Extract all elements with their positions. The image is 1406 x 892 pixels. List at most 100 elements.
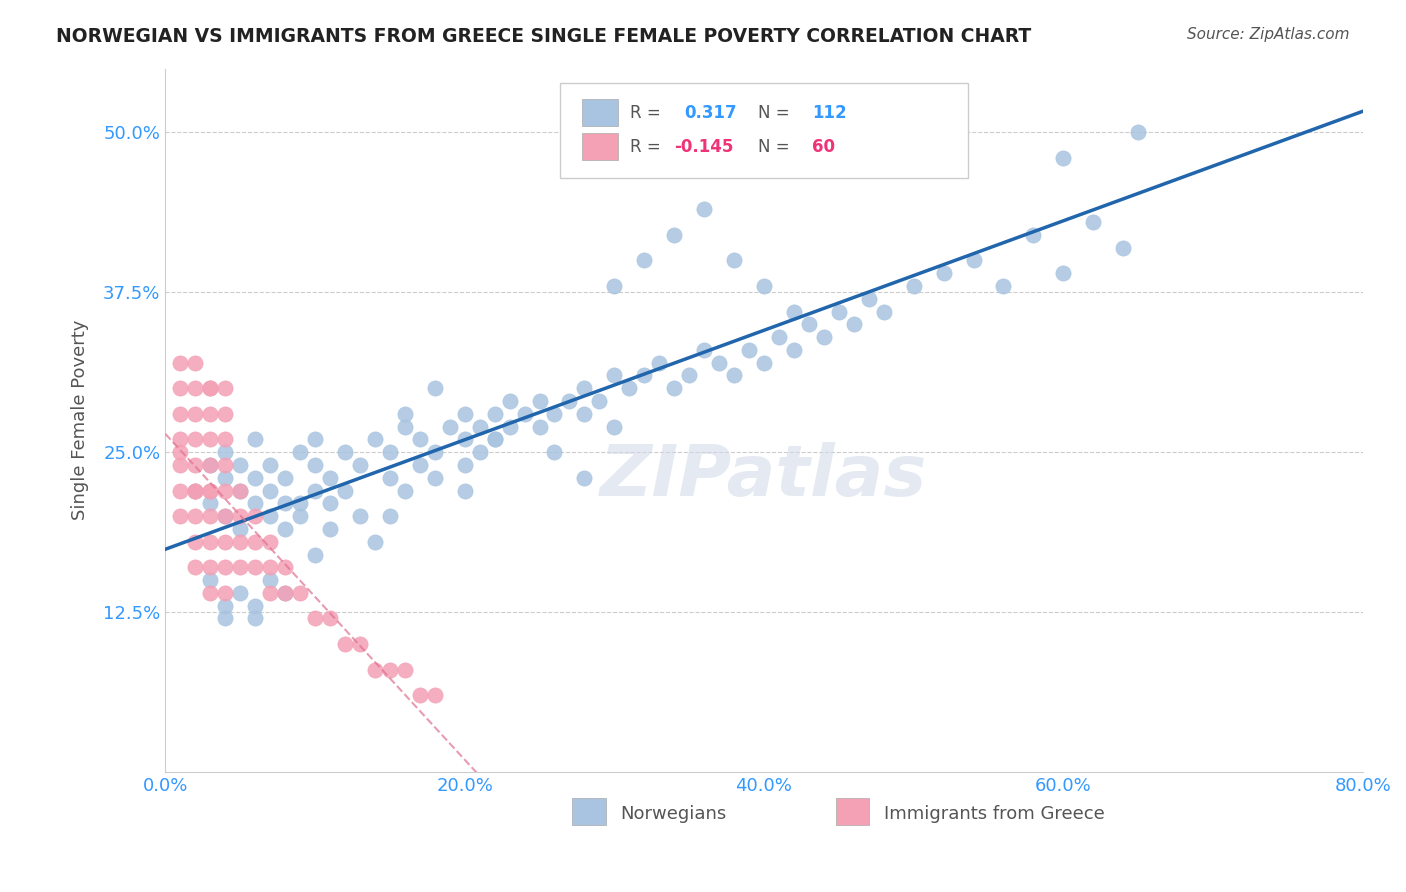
Point [558,394,581,409]
Point [588,394,610,409]
FancyBboxPatch shape [835,798,869,825]
Point [664,381,686,395]
Point [288,509,311,524]
Point [169,381,191,395]
Point [184,483,207,498]
Point [468,419,491,434]
Point [184,534,207,549]
Point [214,458,236,472]
Point [214,599,236,613]
Point [409,433,432,447]
Point [274,522,297,536]
Point [214,534,236,549]
Point [723,253,745,268]
Point [200,496,222,510]
Point [993,279,1015,293]
Point [184,560,207,574]
Point [169,458,191,472]
Point [1022,227,1045,242]
Point [962,253,984,268]
Point [543,445,565,459]
Point [200,573,222,587]
Point [1126,126,1149,140]
Point [364,534,387,549]
Point [229,483,252,498]
Point [184,483,207,498]
Point [409,688,432,702]
Point [738,343,761,357]
Text: Norwegians: Norwegians [620,805,727,823]
Point [169,509,191,524]
Point [169,407,191,421]
Point [304,433,326,447]
Point [214,471,236,485]
Point [349,637,371,651]
Point [783,343,806,357]
Point [768,330,790,344]
Point [304,611,326,625]
Point [214,433,236,447]
Point [603,279,626,293]
Point [288,586,311,600]
Point [214,509,236,524]
Point [214,586,236,600]
Point [409,458,432,472]
Point [243,599,266,613]
Point [169,483,191,498]
Point [619,381,641,395]
Point [633,253,655,268]
FancyBboxPatch shape [572,798,606,825]
Point [633,368,655,383]
Point [214,560,236,574]
Text: -0.145: -0.145 [675,137,734,155]
Point [243,496,266,510]
Point [184,381,207,395]
Point [529,419,551,434]
Point [229,483,252,498]
Point [903,279,925,293]
Point [484,407,506,421]
Point [200,381,222,395]
Point [200,509,222,524]
Point [349,458,371,472]
Point [243,509,266,524]
Point [259,509,281,524]
Point [229,534,252,549]
Point [513,407,536,421]
Point [243,560,266,574]
Point [678,368,700,383]
Y-axis label: Single Female Poverty: Single Female Poverty [72,320,89,520]
Text: R =: R = [630,103,661,122]
Point [259,534,281,549]
Point [200,483,222,498]
Point [873,304,896,318]
Point [707,356,730,370]
Point [200,458,222,472]
Point [274,560,297,574]
Text: N =: N = [758,103,790,122]
Point [214,445,236,459]
Point [229,522,252,536]
Text: N =: N = [758,137,790,155]
Text: 112: 112 [811,103,846,122]
Point [1112,241,1135,255]
Point [229,458,252,472]
Text: NORWEGIAN VS IMMIGRANTS FROM GREECE SINGLE FEMALE POVERTY CORRELATION CHART: NORWEGIAN VS IMMIGRANTS FROM GREECE SING… [56,27,1032,45]
Point [828,304,851,318]
Point [453,407,475,421]
Point [304,483,326,498]
Point [574,407,596,421]
Point [932,266,955,280]
Point [184,356,207,370]
Point [752,279,775,293]
Text: 0.317: 0.317 [683,103,737,122]
Point [333,637,356,651]
Point [453,458,475,472]
Point [783,304,806,318]
Point [214,611,236,625]
Point [184,509,207,524]
Point [184,433,207,447]
Point [304,458,326,472]
Point [858,292,880,306]
Point [200,407,222,421]
